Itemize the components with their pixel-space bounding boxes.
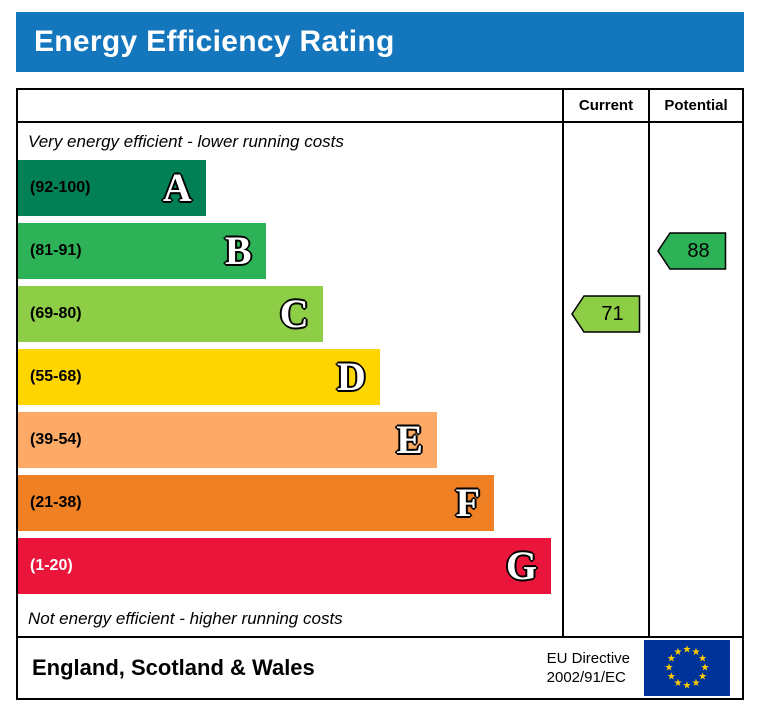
band-range-label: (39-54) [30, 431, 82, 448]
band-bar-b: (81-91) B [18, 223, 266, 279]
footer-region-label: England, Scotland & Wales [32, 655, 315, 680]
svg-text:★: ★ [701, 663, 710, 674]
rating-scale: Very energy efficient - lower running co… [18, 123, 562, 636]
band-row-d: (55-68) D [18, 349, 562, 412]
band-letter: A [162, 165, 192, 210]
svg-text:★: ★ [674, 678, 683, 689]
svg-text:★: ★ [665, 663, 674, 674]
bottom-note: Not energy efficient - higher running co… [28, 608, 343, 628]
band-range-label: (81-91) [30, 242, 82, 259]
band-range-label: (55-68) [30, 368, 82, 385]
chart-body: Very energy efficient - lower running co… [18, 123, 742, 636]
svg-text:★: ★ [667, 654, 676, 665]
band-bar-a: (92-100) A [18, 160, 206, 216]
band-row-g: (1-20) G [18, 538, 562, 601]
left-arrow-icon [657, 232, 727, 270]
column-header-row: Current Potential [18, 90, 742, 123]
band-row-b: (81-91) B [18, 223, 562, 286]
band-bar-d: (55-68) D [18, 349, 380, 405]
left-arrow-icon [571, 295, 641, 333]
potential-column: 88 [648, 123, 742, 636]
svg-text:★: ★ [674, 647, 683, 658]
eu-directive-line1: EU Directive [546, 649, 630, 667]
eu-directive-line2: 2002/91/EC [546, 669, 626, 686]
current-column-header: Current [562, 90, 648, 121]
svg-text:★: ★ [683, 645, 692, 656]
band-row-a: (92-100) A [18, 160, 562, 223]
top-note: Very energy efficient - lower running co… [28, 131, 344, 151]
eu-directive-text: EU Directive 2002/91/EC [547, 649, 630, 688]
current-rating-arrow: 71 [571, 295, 641, 333]
svg-text:★: ★ [692, 647, 701, 658]
current-column: 71 [562, 123, 648, 636]
current-rating-value: 71 [601, 302, 624, 325]
potential-rating-value: 88 [687, 239, 710, 262]
svg-text:★: ★ [692, 678, 701, 689]
page-title-banner: Energy Efficiency Rating [16, 12, 744, 72]
eu-flag-icon: ★ ★★★★★★★★★★★ [644, 640, 730, 696]
band-bar-f: (21-38) F [18, 475, 494, 531]
svg-text:★: ★ [698, 654, 707, 665]
band-row-e: (39-54) E [18, 412, 562, 475]
band-range-label: (21-38) [30, 494, 82, 511]
header-spacer [18, 90, 562, 121]
band-range-label: (92-100) [30, 179, 91, 196]
svg-text:★: ★ [667, 672, 676, 683]
potential-rating-arrow: 88 [657, 232, 727, 270]
band-letter: G [505, 543, 538, 588]
band-bar-c: (69-80) C [18, 286, 323, 342]
band-bar-g: (1-20) G [18, 538, 552, 594]
svg-text:★: ★ [698, 672, 707, 683]
svg-text:★: ★ [683, 681, 692, 692]
page-title: Energy Efficiency Rating [34, 25, 395, 58]
band-letter: F [455, 480, 480, 525]
epc-chart: Current Potential Very energy efficient … [16, 88, 744, 700]
band-letter: B [224, 228, 252, 273]
band-row-c: (69-80) C [18, 286, 562, 349]
band-bar-e: (39-54) E [18, 412, 437, 468]
band-row-f: (21-38) F [18, 475, 562, 538]
band-letter: D [336, 354, 366, 399]
footer: England, Scotland & Wales EU Directive 2… [18, 636, 742, 698]
band-range-label: (1-20) [30, 557, 73, 574]
band-letter: E [396, 417, 423, 462]
band-range-label: (69-80) [30, 305, 82, 322]
potential-column-header: Potential [648, 90, 742, 121]
band-letter: C [279, 291, 309, 336]
